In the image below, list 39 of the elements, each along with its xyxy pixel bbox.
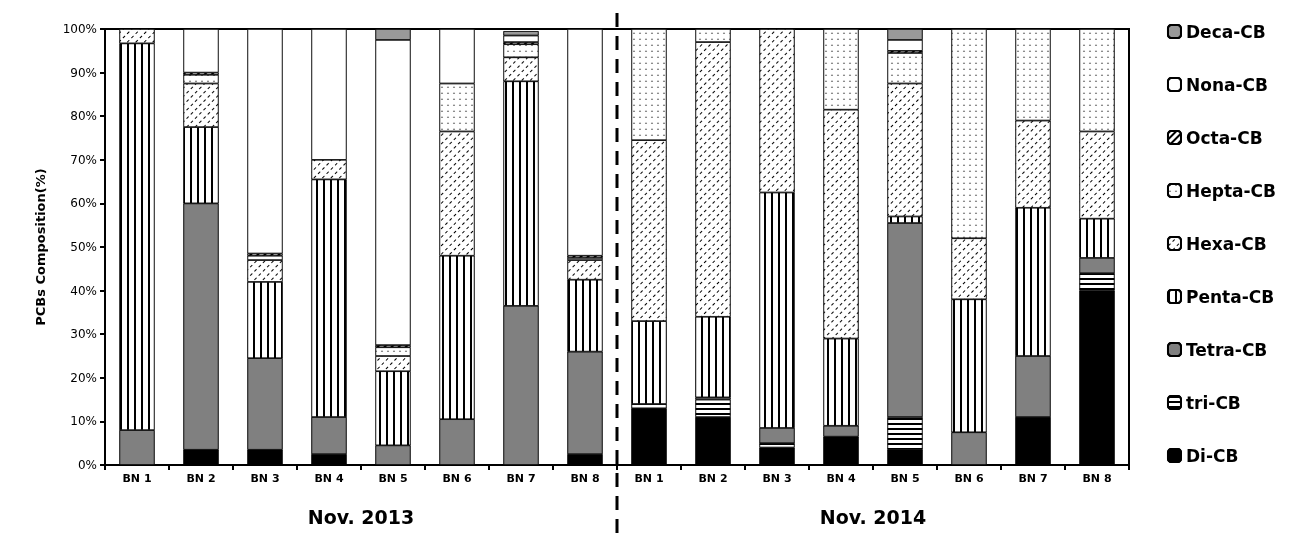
x-tick-label: BN 7 bbox=[506, 472, 536, 485]
y-tick-label: 100% bbox=[62, 22, 97, 36]
x-tick-label: BN 6 bbox=[954, 472, 984, 485]
legend-label: Deca-CB bbox=[1185, 21, 1266, 42]
legend-label: Penta-CB bbox=[1185, 286, 1275, 307]
y-tick-label: 10% bbox=[70, 414, 97, 429]
y-tick-label: 60% bbox=[70, 196, 97, 211]
text: Nov. 2014 bbox=[819, 505, 927, 528]
x-tick-label: BN 2 bbox=[698, 472, 728, 485]
x-tick-label: BN 1 bbox=[122, 472, 152, 485]
legend-label: Di-CB bbox=[1185, 445, 1239, 466]
legend-label: Hexa-CB bbox=[1185, 233, 1267, 254]
legend-label: Hepta-CB bbox=[1185, 180, 1276, 201]
x-tick-label: BN 2 bbox=[186, 472, 216, 485]
legend-label: tri-CB bbox=[1185, 392, 1241, 413]
x-tick-label: BN 4 bbox=[826, 472, 856, 485]
x-tick-label: BN 4 bbox=[314, 472, 344, 485]
text: Nov. 2013 bbox=[307, 505, 415, 528]
legend-label: Octa-CB bbox=[1185, 127, 1263, 148]
x-tick-label: BN 1 bbox=[634, 472, 664, 485]
x-tick-label: BN 3 bbox=[250, 472, 280, 485]
legend-label: Nona-CB bbox=[1185, 74, 1268, 95]
x-tick-label: BN 5 bbox=[890, 472, 920, 485]
y-axis-title: PCBs Composition(%) bbox=[33, 168, 48, 326]
y-tick-label: 70% bbox=[70, 152, 97, 167]
y-tick-label: 20% bbox=[70, 370, 97, 385]
x-tick-label: BN 8 bbox=[570, 472, 600, 485]
x-tick-label: BN 8 bbox=[1082, 472, 1112, 485]
x-tick-label: BN 6 bbox=[442, 472, 472, 485]
y-tick-label: 40% bbox=[70, 283, 97, 298]
x-tick-label: BN 3 bbox=[762, 472, 792, 485]
x-tick-label: BN 7 bbox=[1018, 472, 1048, 485]
y-tick-label: 0% bbox=[77, 458, 97, 472]
legend-label: Tetra-CB bbox=[1185, 339, 1268, 360]
x-tick-label: BN 5 bbox=[378, 472, 408, 485]
y-tick-label: 30% bbox=[70, 327, 97, 342]
y-tick-label: 50% bbox=[70, 240, 97, 254]
y-tick-label: 90% bbox=[70, 65, 97, 80]
y-tick-label: 80% bbox=[70, 109, 97, 124]
